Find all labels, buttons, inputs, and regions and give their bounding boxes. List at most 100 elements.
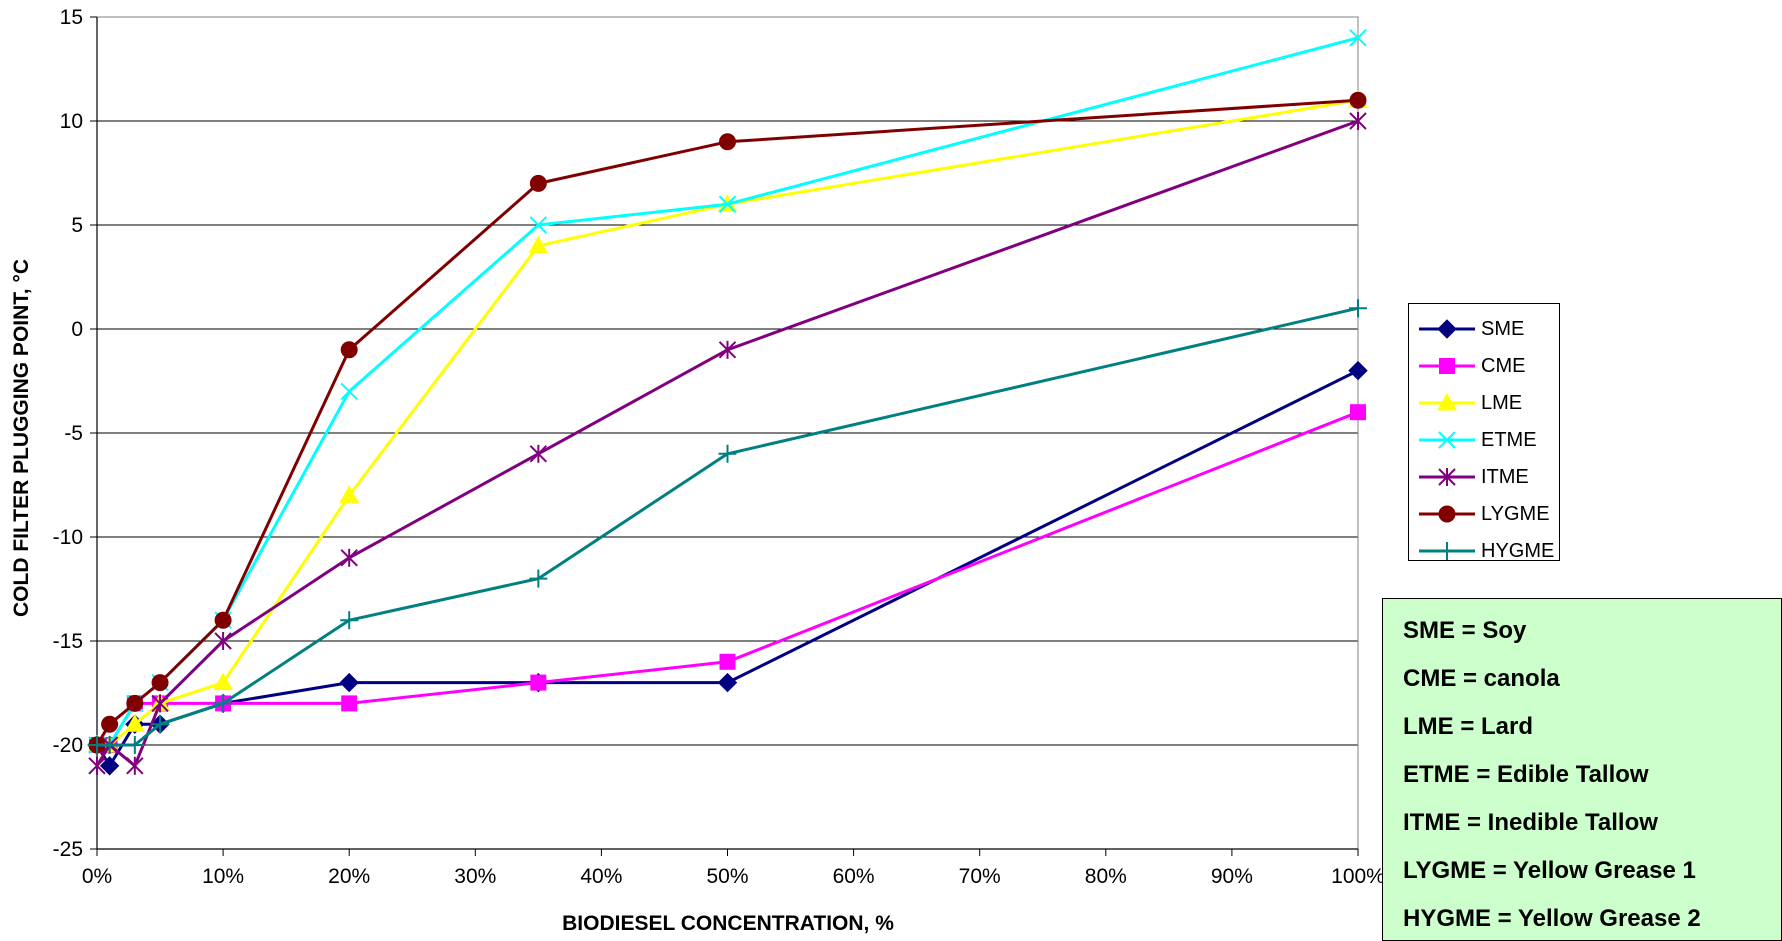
y-tick-label: -15: [53, 630, 83, 653]
point-etme: [340, 382, 358, 401]
point-lygme: [126, 694, 144, 712]
x-axis-title: BIODIESEL CONCENTRATION, %: [562, 912, 894, 935]
x-tick-label: 60%: [833, 865, 875, 888]
point-itme: [529, 444, 548, 463]
point-lme: [339, 485, 360, 503]
legend-marker-itme: [1438, 468, 1456, 486]
note-line: ITME = Inedible Tallow: [1403, 809, 1658, 836]
y-tick-label: 0: [71, 318, 83, 341]
y-tick-label: 10: [60, 110, 83, 133]
series-lme: [87, 90, 1368, 753]
series-layer: [87, 29, 1368, 776]
legend-item-hygme: HYGME: [1417, 536, 1557, 566]
y-tick-label: -10: [53, 526, 83, 549]
x-tick-label: 70%: [959, 865, 1001, 888]
legend-label: HYGME: [1481, 540, 1555, 562]
legend-swatch-lygme: [1419, 505, 1475, 523]
legend-swatch-itme: [1419, 468, 1475, 486]
point-cme: [341, 695, 358, 712]
point-hygme: [125, 736, 144, 754]
axes: [90, 16, 1359, 856]
series-itme: [88, 112, 1367, 775]
note-line: LME = Lard: [1403, 713, 1534, 740]
legend-item-sme: SME: [1417, 314, 1557, 344]
x-tick-label: 10%: [202, 865, 244, 888]
y-tick-label: 15: [60, 6, 83, 29]
legend-swatch-lme: [1419, 392, 1475, 411]
point-cme: [719, 653, 736, 670]
legend-marker-cme: [1439, 358, 1455, 374]
legend-item-cme: CME: [1417, 351, 1557, 381]
legend-marker-lygme: [1438, 505, 1456, 523]
series-line-sme: [95, 369, 1359, 768]
point-lygme: [1349, 91, 1367, 109]
point-lygme: [719, 133, 736, 151]
point-itme: [88, 756, 106, 775]
point-sme: [1348, 360, 1368, 381]
point-itme: [340, 548, 358, 567]
legend-item-lme: LME: [1417, 388, 1557, 418]
x-tick-label: 40%: [580, 865, 622, 888]
legend-swatch-sme: [1419, 319, 1475, 339]
note-line: ETME = Edible Tallow: [1403, 761, 1649, 788]
point-lygme: [214, 611, 232, 629]
x-tick-label: 20%: [328, 865, 370, 888]
x-tick-label: 30%: [454, 865, 496, 888]
point-hygme: [718, 444, 737, 463]
series-sme: [87, 360, 1368, 776]
point-etme: [718, 195, 737, 213]
legend-label: LME: [1481, 392, 1523, 414]
point-cme: [1350, 404, 1366, 421]
legend-label: CME: [1481, 355, 1526, 377]
point-lme: [213, 672, 233, 691]
y-tick-label: -20: [53, 734, 83, 757]
point-lygme: [340, 341, 358, 359]
point-hygme: [151, 715, 170, 734]
point-lygme: [151, 674, 169, 692]
point-itme: [214, 632, 232, 650]
x-tick-label: 80%: [1085, 865, 1127, 888]
point-sme: [99, 756, 120, 776]
point-itme: [126, 756, 144, 775]
point-hygme: [100, 736, 119, 754]
y-tick-label: 5: [71, 214, 83, 237]
legend-marker-hygme: [1438, 542, 1456, 560]
point-lygme: [101, 715, 119, 733]
point-cme: [530, 674, 547, 691]
point-lygme: [529, 174, 547, 192]
legend-swatch-etme: [1419, 431, 1475, 449]
point-lme: [528, 235, 549, 254]
legend-swatch-cme: [1419, 358, 1475, 374]
x-tick-label: 50%: [706, 865, 748, 888]
point-hygme: [529, 569, 548, 588]
legend-label: SME: [1481, 318, 1525, 340]
legend-label: ITME: [1481, 466, 1529, 488]
note-line: LYGME = Yellow Grease 1: [1403, 857, 1696, 884]
point-hygme: [340, 611, 359, 630]
point-hygme: [214, 694, 233, 713]
point-itme: [1349, 112, 1367, 130]
point-itme: [151, 694, 169, 713]
note-line: SME = Soy: [1403, 617, 1527, 644]
legend-item-lygme: LYGME: [1417, 499, 1557, 529]
abbreviation-notes: SME = Soy CME = canola LME = Lard ETME = Ed…: [1382, 598, 1782, 941]
point-sme: [717, 672, 738, 693]
x-tick-label: 90%: [1211, 865, 1253, 888]
legend-marker-etme: [1438, 431, 1456, 449]
legend-item-itme: ITME: [1417, 462, 1557, 492]
legend-swatch-hygme: [1419, 542, 1475, 560]
point-hygme: [1349, 299, 1367, 318]
legend-item-etme: ETME: [1417, 425, 1557, 455]
series-hygme: [88, 299, 1367, 754]
legend-label: LYGME: [1481, 503, 1550, 525]
y-axis-title: COLD FILTER PLUGGING POINT, °C: [10, 259, 33, 617]
x-tick-label: 0%: [82, 865, 112, 888]
legend-marker-sme: [1437, 319, 1457, 339]
point-lme: [124, 714, 145, 732]
x-tick-label: 100%: [1331, 865, 1385, 888]
legend: SME CME LME ETME ITME LYGME HYGME: [1408, 303, 1560, 562]
note-line: CME = canola: [1403, 665, 1560, 692]
legend-marker-lme: [1437, 392, 1457, 411]
point-itme: [718, 340, 737, 359]
